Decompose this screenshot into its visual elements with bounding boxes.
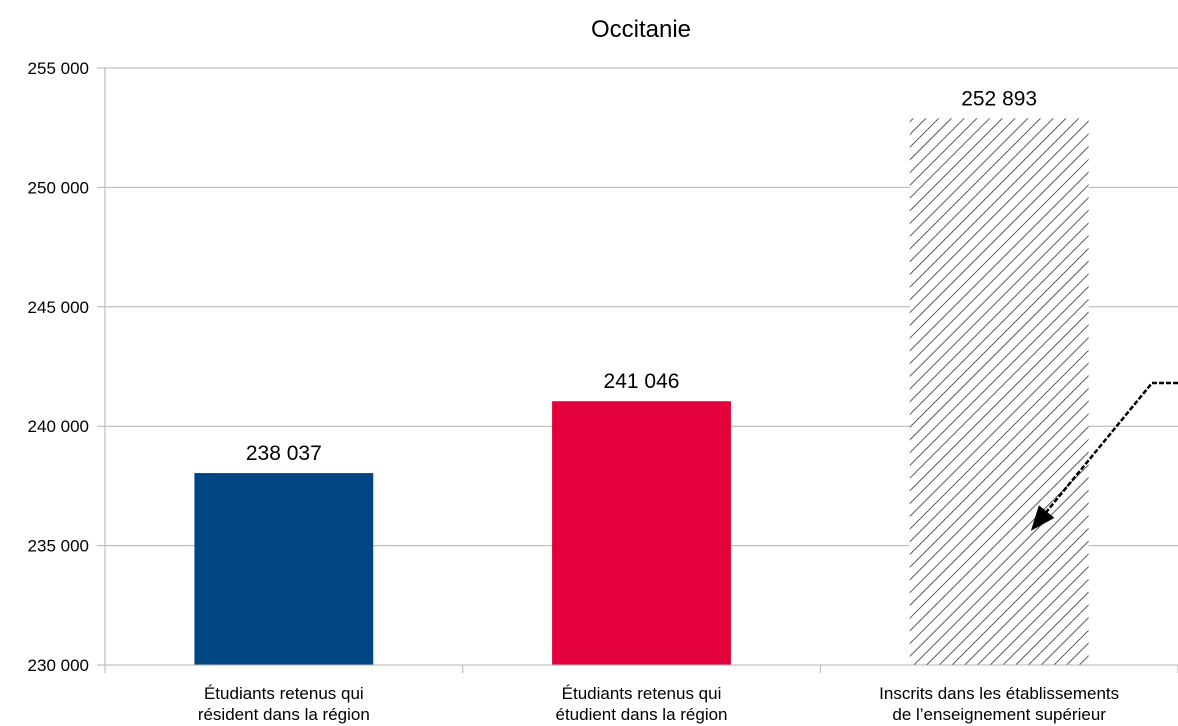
data-label: 241 046 [604,370,680,393]
chart-title: Occitanie [591,16,691,43]
category-label: de l’enseignement supérieur [892,705,1106,724]
bar [194,473,374,665]
category-labels: Étudiants retenus qui résident dans la ré… [198,684,1119,724]
data-label: 238 037 [246,442,322,465]
data-label: 252 893 [961,87,1037,110]
y-tick-label: 255 000 [28,59,89,78]
y-axis-tick-labels: 230 000 235 000 240 000 245 000 250 000 255 0… [28,59,89,675]
x-axis [104,68,1178,673]
category-label: Étudiants retenus qui [562,684,722,703]
y-tick-label: 230 000 [28,656,89,675]
y-tick-label: 235 000 [28,537,89,556]
annotation-arrow [1030,381,1178,531]
category-label: Étudiants retenus qui [204,684,364,703]
bars [194,118,1089,665]
category-label: Inscrits dans les établissements [879,684,1119,703]
category-label: étudient dans la région [555,705,727,724]
bar [552,401,731,665]
bar [909,118,1089,665]
category-label: résident dans la région [198,705,370,724]
y-tick-label: 240 000 [28,417,89,436]
data-labels: 238 037 241 046 252 893 [246,87,1037,465]
y-tick-label: 250 000 [28,178,89,197]
arrow-line [1030,381,1178,531]
y-tick-label: 245 000 [28,298,89,317]
